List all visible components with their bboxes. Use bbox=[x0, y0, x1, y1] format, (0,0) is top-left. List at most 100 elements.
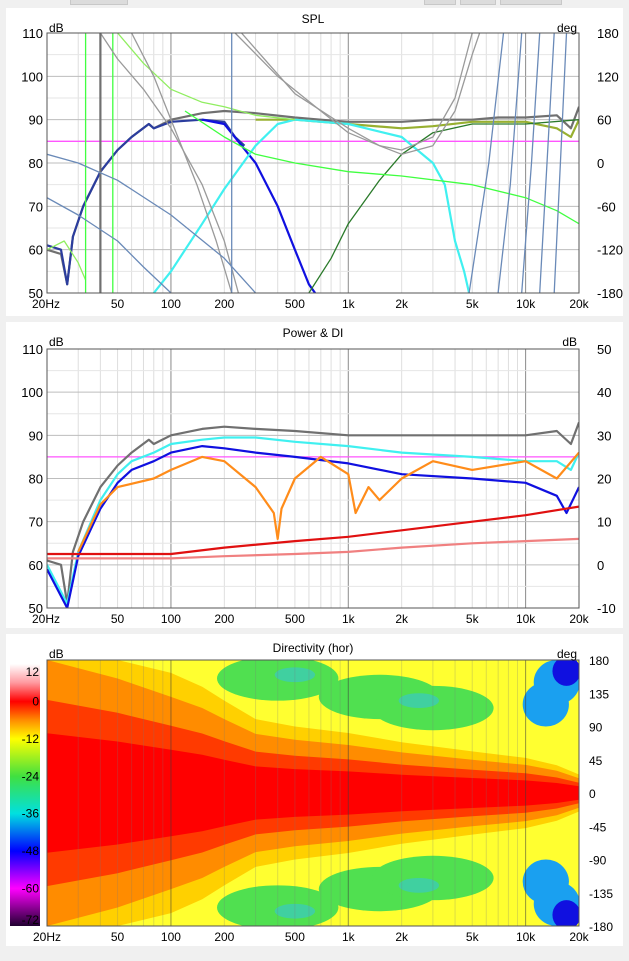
toolbar-tab[interactable] bbox=[70, 0, 128, 5]
y-right-tick-label: 20 bbox=[597, 472, 611, 487]
x-tick-label: 50 bbox=[111, 297, 125, 311]
y-right-tick-label: 90 bbox=[589, 721, 603, 735]
series-line-steel bbox=[47, 153, 257, 293]
x-tick-label: 10k bbox=[516, 612, 536, 626]
x-tick-label: 20Hz bbox=[32, 612, 60, 626]
y-axis-unit-left: dB bbox=[49, 21, 64, 35]
toolbar-tab[interactable] bbox=[500, 0, 562, 5]
x-tick-label: 2k bbox=[395, 930, 409, 944]
series-line-orange bbox=[77, 451, 579, 553]
series-line-green bbox=[184, 110, 579, 225]
colorbar-tick-label: -24 bbox=[22, 769, 40, 783]
x-tick-label: 1k bbox=[342, 297, 356, 311]
series-group bbox=[47, 422, 579, 608]
x-tick-label: 100 bbox=[161, 930, 181, 944]
y-right-tick-label: 45 bbox=[589, 754, 603, 768]
plot-frame bbox=[46, 348, 580, 609]
colorbar-tick-label: -60 bbox=[22, 882, 40, 896]
y-right-tick-label: -180 bbox=[589, 920, 613, 934]
x-tick-label: 2k bbox=[395, 612, 409, 626]
x-tick-label: 10k bbox=[516, 297, 536, 311]
series-line-green_light bbox=[47, 240, 87, 281]
series-line-gray_light bbox=[131, 33, 233, 293]
x-tick-label: 5k bbox=[466, 612, 480, 626]
toolbar-tab[interactable] bbox=[460, 0, 496, 5]
y-right-tick-label: 30 bbox=[597, 428, 611, 443]
x-tick-label: 5k bbox=[466, 297, 480, 311]
series-line-gray bbox=[47, 422, 579, 605]
y-right-tick-label: 60 bbox=[597, 113, 611, 128]
y-right-tick-label: 135 bbox=[589, 687, 609, 701]
y-tick-label: 50 bbox=[29, 601, 43, 616]
contour-teal-spot bbox=[274, 903, 316, 919]
series-group bbox=[47, 33, 579, 293]
y-right-tick-label: 40 bbox=[597, 385, 611, 400]
y-axis-unit-right: deg bbox=[557, 21, 577, 35]
chart-title: SPL bbox=[302, 12, 325, 26]
x-tick-label: 200 bbox=[214, 297, 234, 311]
x-tick-label: 500 bbox=[285, 297, 305, 311]
contour-cyan-lobe bbox=[522, 682, 569, 727]
y-right-tick-label: 0 bbox=[597, 558, 604, 573]
y-tick-label: 80 bbox=[29, 156, 43, 171]
contour-blue-lobe bbox=[552, 660, 579, 686]
heatmap-group bbox=[47, 660, 579, 926]
series-line-pink bbox=[47, 537, 579, 560]
y-tick-label: 70 bbox=[29, 515, 43, 530]
y-right-tick-label: -45 bbox=[589, 820, 607, 834]
x-tick-label: 20k bbox=[569, 297, 589, 311]
x-tick-label: 500 bbox=[285, 612, 305, 626]
chart-title: Power & DI bbox=[283, 326, 344, 340]
series-line-steel bbox=[553, 33, 568, 293]
y-right-tick-label: 180 bbox=[597, 26, 619, 41]
y-axis-unit-left: dB bbox=[49, 647, 64, 661]
series-line-gray_light bbox=[99, 33, 240, 293]
toolbar-tab[interactable] bbox=[424, 0, 456, 5]
spl-chart: 20Hz 50 100 200 500 1k 2k 5k 10k 20k5060708090100… bbox=[21, 12, 623, 311]
series-line-navy bbox=[47, 118, 246, 286]
x-tick-label: 50 bbox=[111, 612, 125, 626]
y-tick-label: 110 bbox=[22, 342, 43, 357]
y-right-tick-label: -135 bbox=[589, 887, 613, 901]
x-tick-label: 20Hz bbox=[32, 297, 60, 311]
x-tick-label: 100 bbox=[161, 297, 181, 311]
contour-red bbox=[47, 733, 579, 853]
contour-cyan-lobe bbox=[522, 859, 569, 904]
colorbar-tick-label: -36 bbox=[22, 807, 40, 821]
heatmap-grid bbox=[46, 660, 580, 926]
y-right-tick-label: -90 bbox=[589, 854, 607, 868]
y-right-tick-label: -180 bbox=[597, 286, 623, 301]
y-right-tick-label: 0 bbox=[589, 787, 596, 801]
y-right-tick-label: -60 bbox=[597, 199, 616, 214]
series-line-steel bbox=[47, 197, 172, 293]
y-axis-unit-left: dB bbox=[49, 335, 64, 349]
x-tick-label: 500 bbox=[285, 930, 305, 944]
y-right-tick-label: 50 bbox=[597, 342, 611, 357]
y-tick-label: 60 bbox=[29, 243, 43, 258]
y-tick-label: 70 bbox=[29, 199, 43, 214]
y-right-tick-label: 10 bbox=[597, 515, 611, 530]
contour-teal-spot bbox=[274, 667, 316, 683]
series-line-green_light bbox=[117, 33, 295, 121]
series-line-steel bbox=[468, 33, 505, 293]
y-axis-unit-right: deg bbox=[557, 647, 577, 661]
y-right-tick-label: 180 bbox=[589, 654, 609, 668]
directivity-panel: 12 0 -12 -24 -36 -48 -60 -72 20Hz 50 100 200 500 1k 2k… bbox=[6, 634, 623, 946]
y-axis-unit-right: dB bbox=[562, 335, 577, 349]
directivity-chart: 12 0 -12 -24 -36 -48 -60 -72 20Hz 50 100 200 500 1k 2k… bbox=[10, 641, 613, 944]
y-right-tick-label: -10 bbox=[597, 601, 616, 616]
y-tick-label: 110 bbox=[22, 26, 43, 41]
y-tick-label: 90 bbox=[29, 113, 43, 128]
contour-teal-spot bbox=[398, 877, 440, 893]
series-line-cyan bbox=[152, 118, 471, 293]
x-tick-label: 200 bbox=[214, 930, 234, 944]
x-tick-label: 1k bbox=[342, 930, 356, 944]
y-tick-label: 100 bbox=[21, 385, 43, 400]
y-right-tick-label: 120 bbox=[597, 69, 619, 84]
x-tick-label: 20k bbox=[569, 930, 589, 944]
colorbar-tick-label: -48 bbox=[22, 844, 40, 858]
series-line-steel bbox=[497, 33, 523, 293]
y-right-tick-label: -120 bbox=[597, 243, 623, 258]
y-tick-label: 100 bbox=[21, 69, 43, 84]
series-line-blue bbox=[201, 118, 316, 293]
